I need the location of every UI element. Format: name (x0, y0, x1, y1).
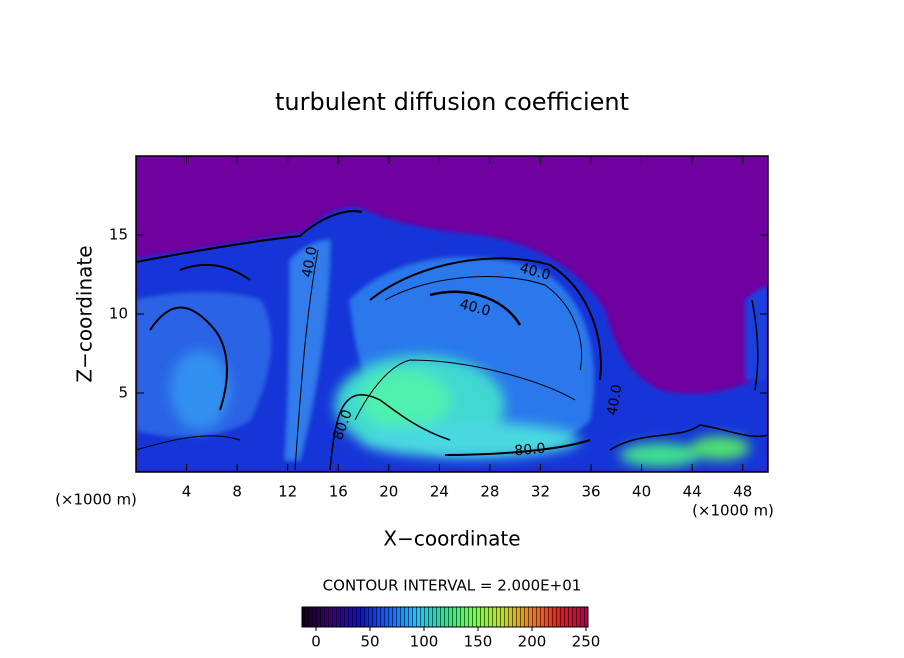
x-tick-label: 36 (581, 483, 600, 501)
x-unit: (×1000 m) (692, 502, 774, 520)
field-glow (170, 350, 750, 467)
contour-label: 80.0 (514, 441, 546, 460)
x-tick-label: 44 (683, 483, 702, 501)
colorbar-tick-label: 150 (464, 633, 493, 651)
y-axis-label: Z−coordinate (73, 245, 97, 382)
x-tick-label: 4 (182, 483, 192, 501)
y-unit: (×1000 m) (55, 491, 137, 509)
contour-labels: 40.0 40.040.080.080.040.0 (299, 245, 625, 459)
x-tick-label: 28 (480, 483, 499, 501)
x-tick-label: 24 (430, 483, 449, 501)
colorbar-tick-label: 50 (360, 633, 379, 651)
contour-label: 40.0 (458, 296, 492, 320)
y-tick-label: 10 (109, 305, 128, 323)
contour-label: 40.0 (518, 260, 552, 284)
colorbar-tick-label: 100 (410, 633, 439, 651)
contour-interval: CONTOUR INTERVAL = 2.000E+01 (323, 577, 582, 595)
colorbar-tick-label: 250 (572, 633, 601, 651)
y-tick-label: 15 (109, 226, 128, 244)
contour-label: 40.0 (604, 383, 625, 416)
x-tick-label: 12 (278, 483, 297, 501)
colorbar-stripes (301, 606, 589, 628)
x-tick-label: 8 (232, 483, 242, 501)
y-tick-label: 5 (118, 384, 128, 402)
x-tick-label: 16 (329, 483, 348, 501)
field: 40.0 40.040.080.080.040.0 (136, 156, 768, 472)
x-tick-label: 40 (632, 483, 651, 501)
colorbar-tick-label: 200 (518, 633, 547, 651)
colorbar-tick-label: 0 (311, 633, 321, 651)
x-axis-label: X−coordinate (383, 527, 520, 551)
contour-lines (136, 210, 768, 471)
x-tick-label: 48 (733, 483, 752, 501)
chart-title: turbulent diffusion coefficient (275, 88, 629, 116)
x-tick-label: 20 (379, 483, 398, 501)
x-tick-label: 32 (531, 483, 550, 501)
contour-label: 40.0 (299, 245, 320, 278)
